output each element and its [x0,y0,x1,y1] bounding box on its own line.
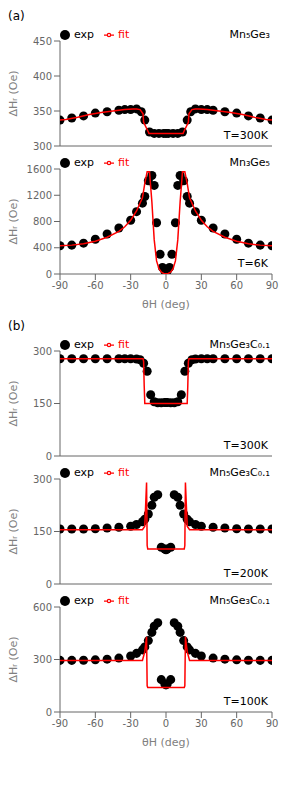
svg-text:150: 150 [33,398,52,409]
svg-text:450: 450 [33,36,52,47]
html-text:Mn₅Ge₃: Mn₅Ge₃ [229,28,270,41]
svg-text:ΔHᵣ (Oe): ΔHᵣ (Oe) [8,198,20,244]
html-text:fit: fit [118,338,130,351]
svg-text:300: 300 [33,474,52,485]
html-text:fit: fit [118,156,130,169]
svg-text:-90: -90 [52,280,68,291]
html-text:exp: exp [74,594,95,607]
svg-text:600: 600 [33,602,52,613]
svg-text:-60: -60 [87,280,103,291]
html-text:fit: fit [118,28,130,41]
svg-text:0: 0 [163,280,169,291]
svg-text:0: 0 [46,269,52,280]
html-text:Mn₅Ge₃C₀.₁: Mn₅Ge₃C₀.₁ [209,466,270,479]
svg-text:-90: -90 [52,718,68,729]
svg-text:0: 0 [163,718,169,729]
svg-text:0: 0 [46,451,52,462]
svg-text:60: 60 [230,280,243,291]
svg-text:-30: -30 [122,718,138,729]
svg-text:ΔHᵣ (Oe): ΔHᵣ (Oe) [8,380,20,426]
html-text:T=100K: T=100K [223,695,268,708]
html-text:T=200K: T=200K [223,567,268,580]
html-text:exp: exp [74,466,95,479]
svg-text:θH (deg): θH (deg) [142,298,190,310]
svg-text:0: 0 [46,707,52,718]
svg-text:300: 300 [33,141,52,152]
svg-text:90: 90 [266,280,279,291]
html-text:exp: exp [74,338,95,351]
svg-text:ΔHᵣ (Oe): ΔHᵣ (Oe) [8,70,20,116]
html-text:exp: exp [74,28,95,41]
svg-text:60: 60 [230,718,243,729]
svg-text:ΔHᵣ (Oe): ΔHᵣ (Oe) [8,508,20,554]
html-text:(b): (b) [8,319,25,333]
svg-text:0: 0 [46,579,52,590]
svg-text:300: 300 [33,346,52,357]
html-text:T=6K: T=6K [237,257,268,270]
html-text:exp: exp [74,156,95,169]
svg-text:400: 400 [33,71,52,82]
html-text:fit: fit [118,466,130,479]
svg-text:400: 400 [33,242,52,253]
html-text:fit: fit [118,594,130,607]
svg-text:300: 300 [33,654,52,665]
svg-text:90: 90 [266,718,279,729]
svg-text:1200: 1200 [27,190,52,201]
svg-text:-30: -30 [122,280,138,291]
html-text:Mn₅Ge₃C₀.₁: Mn₅Ge₃C₀.₁ [209,338,270,351]
svg-text:1600: 1600 [27,164,52,175]
svg-text:30: 30 [195,718,208,729]
svg-text:30: 30 [195,280,208,291]
html-text:Mn₅Ge₃C₀.₁: Mn₅Ge₃C₀.₁ [209,594,270,607]
html-text:T=300K: T=300K [223,439,268,452]
svg-text:-60: -60 [87,718,103,729]
svg-text:θH (deg): θH (deg) [142,736,190,748]
html-text:(a): (a) [8,9,25,23]
html-text:T=300K: T=300K [223,129,268,142]
svg-text:150: 150 [33,526,52,537]
html-text:Mn₃Ge₅: Mn₃Ge₅ [229,156,270,169]
svg-text:ΔHᵣ (Oe): ΔHᵣ (Oe) [8,636,20,682]
svg-text:800: 800 [33,216,52,227]
svg-text:350: 350 [33,106,52,117]
